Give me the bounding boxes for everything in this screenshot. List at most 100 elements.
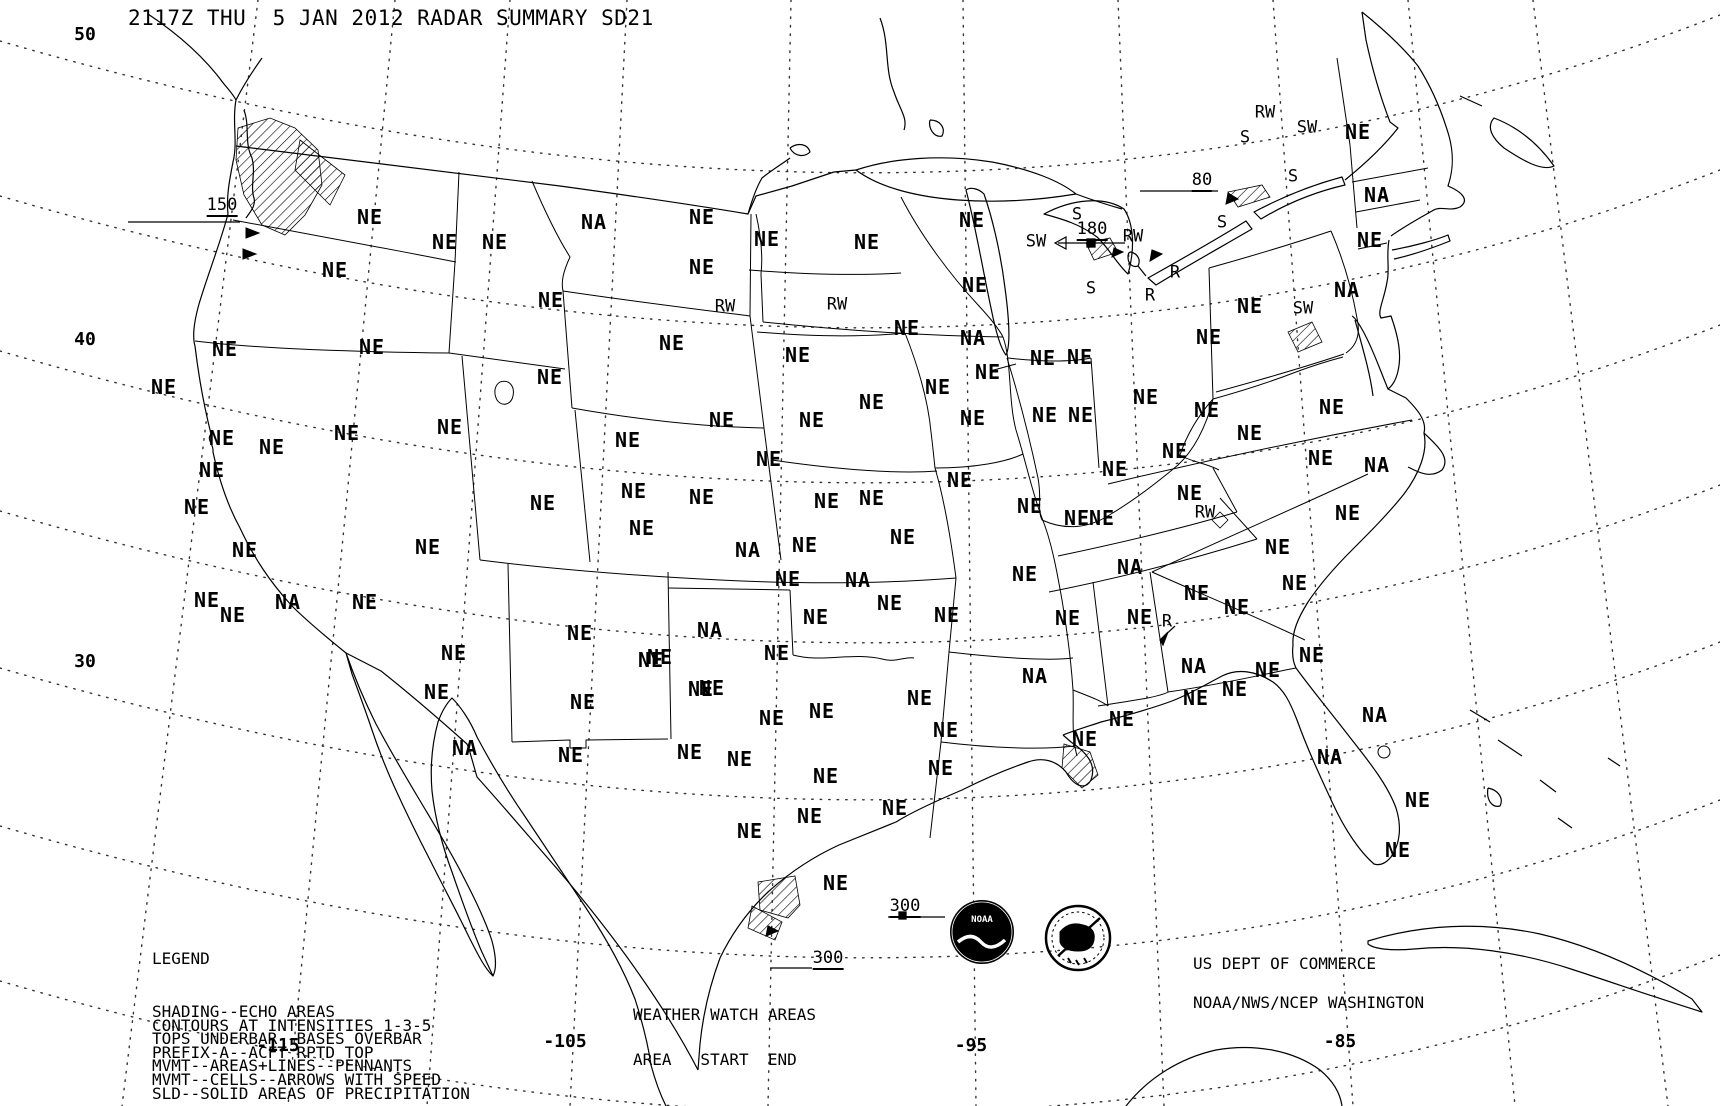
station-status-label: NA — [1316, 745, 1344, 769]
station-status-label: NE — [1344, 120, 1372, 144]
station-status-label: NE — [1307, 446, 1335, 470]
longitude-label: -95 — [954, 1035, 988, 1056]
watch-columns: AREA START END — [633, 1050, 797, 1069]
station-status-label: NE — [959, 406, 987, 430]
credit-line-1: US DEPT OF COMMERCE — [1193, 954, 1377, 973]
station-status-label: NE — [566, 621, 594, 645]
station-status-label: NE — [1298, 643, 1326, 667]
station-status-label: NE — [431, 230, 459, 254]
station-status-label: NE — [1195, 325, 1223, 349]
station-status-label: NA — [959, 326, 987, 350]
station-status-label: NE — [763, 641, 791, 665]
station-status-label: NE — [958, 208, 986, 232]
precip-type-label: RW — [714, 296, 736, 317]
station-status-label: NE — [356, 205, 384, 229]
station-status-label: NE — [1161, 439, 1189, 463]
station-status-label: NE — [1334, 501, 1362, 525]
precip-type-label: R — [1161, 611, 1173, 632]
watch-title: WEATHER WATCH AREAS — [633, 1005, 817, 1024]
page-title: 2117Z THU 5 JAN 2012 RADAR SUMMARY SD21 — [128, 6, 654, 30]
station-status-label: NE — [813, 489, 841, 513]
station-status-label: NE — [974, 360, 1002, 384]
station-status-label: NE — [774, 567, 802, 591]
legend-line: CONTOURS AT INTENSITIES 1-3-5 — [152, 1015, 432, 1035]
precip-type-label: R — [1169, 262, 1181, 283]
station-status-label: NE — [796, 804, 824, 828]
station-status-label: NE — [1182, 686, 1210, 710]
station-status-label: NE — [906, 686, 934, 710]
echo-area-carolina — [1211, 511, 1229, 529]
legend-lines: SHADING--ECHO AREAS CONTOURS AT INTENSITI… — [152, 1001, 470, 1101]
echo-area-texas-coast-1 — [757, 875, 801, 919]
coastlines — [147, 11, 1703, 1106]
precip-type-label: SW — [1292, 298, 1314, 319]
station-status-label: NE — [1071, 727, 1099, 751]
station-status-label: NE — [1063, 506, 1091, 530]
station-status-label: NE — [537, 288, 565, 312]
station-status-label: NE — [676, 740, 704, 764]
echo-area-lake-erie — [1227, 184, 1271, 208]
precip-type-label: S — [1071, 204, 1083, 225]
pennant-icon — [245, 227, 261, 239]
pennant-icon — [242, 248, 258, 260]
station-status-label: NE — [658, 331, 686, 355]
echo-top-annotation: 80 — [1191, 170, 1213, 192]
precip-type-label: SW — [1025, 231, 1047, 252]
arrow-icon — [1225, 192, 1240, 205]
station-status-label: NE — [784, 343, 812, 367]
station-status-label: NE — [351, 590, 379, 614]
station-status-label: NE — [687, 677, 715, 701]
station-status-label: NE — [758, 706, 786, 730]
station-status-label: NA — [1363, 453, 1391, 477]
station-status-label: NE — [927, 756, 955, 780]
station-status-label: NE — [753, 227, 781, 251]
longitude-label: -105 — [543, 1031, 587, 1052]
station-status-label: NE — [637, 648, 665, 672]
station-status-label: NE — [924, 375, 952, 399]
station-status-label: NE — [798, 408, 826, 432]
station-status-label: NE — [1264, 535, 1292, 559]
station-status-label: NE — [1011, 562, 1039, 586]
station-status-label: NE — [358, 335, 386, 359]
station-status-label: NE — [822, 871, 850, 895]
legend-line: TOPS UNDERBAR--BASES OVERBAR — [152, 1029, 422, 1049]
station-status-label: NE — [1029, 346, 1057, 370]
echo-top-annotation: 180 — [1076, 219, 1108, 241]
station-status-label: NE — [1101, 457, 1129, 481]
echo-area-louisiana-delta — [1061, 743, 1099, 789]
station-status-label: NE — [219, 603, 247, 627]
station-status-label: NE — [933, 603, 961, 627]
precip-type-label: RW — [1194, 502, 1216, 523]
latitude-label: 50 — [74, 24, 96, 45]
station-status-label: NE — [529, 491, 557, 515]
station-status-label: NE — [1356, 228, 1384, 252]
station-status-label: NE — [614, 428, 642, 452]
station-status-label: NE — [858, 390, 886, 414]
svg-text:NOAA: NOAA — [971, 915, 993, 925]
station-status-label: NE — [481, 230, 509, 254]
station-status-label: NE — [858, 486, 886, 510]
station-status-label: NE — [321, 258, 349, 282]
legend-panel: LEGEND SHADING--ECHO AREAS CONTOURS AT IN… — [152, 925, 470, 1106]
legend-line: SHADING--ECHO AREAS — [152, 1001, 336, 1021]
annotation-leaders — [128, 190, 1218, 969]
station-status-label: NE — [1132, 385, 1160, 409]
station-status-label: NE — [881, 796, 909, 820]
legend-line: MVMT--AREAS+LINES--PENNANTS — [152, 1056, 413, 1076]
station-status-label: NE — [698, 676, 726, 700]
station-status-label: NE — [423, 680, 451, 704]
station-status-label: NE — [876, 591, 904, 615]
station-status-label: NE — [231, 538, 259, 562]
station-status-label: NE — [211, 337, 239, 361]
noaa-logo: NOAA — [950, 900, 1014, 964]
station-status-label: NE — [812, 764, 840, 788]
precip-type-label: S — [1216, 212, 1228, 233]
station-status-label: NE — [436, 415, 464, 439]
station-status-label: NE — [150, 375, 178, 399]
station-status-label: NA — [451, 736, 479, 760]
station-status-label: NE — [932, 718, 960, 742]
station-status-label: NE — [1236, 294, 1264, 318]
echo-top-annotation: 150 — [206, 195, 238, 217]
station-status-label: NE — [1236, 421, 1264, 445]
